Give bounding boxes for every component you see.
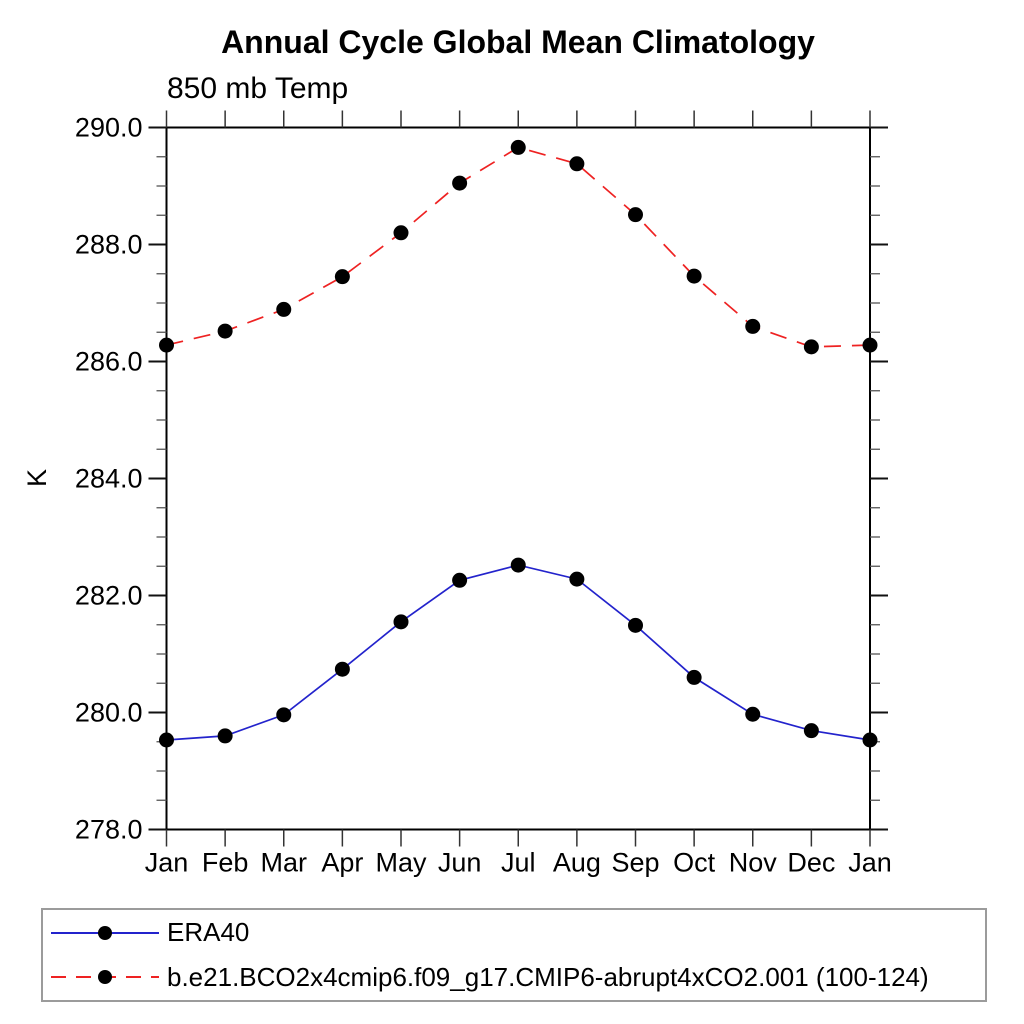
x-tick-label: May <box>375 848 427 878</box>
plot-frame <box>165 126 871 831</box>
data-point-marker <box>393 614 409 630</box>
data-point-marker <box>159 337 174 353</box>
x-tick-label: Mar <box>261 848 308 878</box>
data-point-marker <box>628 617 643 633</box>
y-tick-label: 286.0 <box>75 347 143 377</box>
data-point-marker <box>510 139 526 155</box>
data-point-marker <box>452 175 468 191</box>
chart-subtitle: 850 mb Temp <box>167 72 349 105</box>
y-tick-label: 290.0 <box>75 113 143 143</box>
data-point-marker <box>276 707 292 723</box>
data-point-marker <box>393 225 409 241</box>
x-tick-label: Jan <box>145 848 189 878</box>
data-point-marker <box>159 732 174 748</box>
data-point-marker <box>862 337 878 353</box>
data-point-marker <box>334 269 350 285</box>
y-tick-label: 288.0 <box>75 230 143 260</box>
data-point-marker <box>217 728 233 744</box>
page-title: Annual Cycle Global Mean Climatology <box>221 24 815 60</box>
data-point-marker <box>803 723 819 739</box>
data-point-marker <box>803 339 819 355</box>
y-tick-label: 284.0 <box>75 464 143 494</box>
data-point-marker <box>334 661 350 677</box>
x-tick-label: Jun <box>438 848 482 878</box>
legend-line-dashed-icon <box>51 970 159 985</box>
x-tick-label: Nov <box>729 848 778 878</box>
data-point-marker <box>569 571 585 587</box>
x-tick-label: Feb <box>202 848 249 878</box>
legend-label: b.e21.BCO2x4cmip6.f09_g17.CMIP6-abrupt4x… <box>167 961 929 992</box>
data-point-marker <box>745 706 761 722</box>
data-point-marker <box>217 323 233 339</box>
legend-label: ERA40 <box>167 917 250 948</box>
legend: ERA40 b.e21.BCO2x4cmip6.f09_g17.CMIP6-ab… <box>41 908 987 1002</box>
data-point-marker <box>686 268 702 284</box>
y-tick-label: 278.0 <box>75 815 143 845</box>
x-tick-label: Sep <box>611 848 659 878</box>
data-point-marker <box>686 669 702 685</box>
y-tick-label: 280.0 <box>75 698 143 728</box>
x-tick-label: Aug <box>553 848 601 878</box>
data-point-marker <box>452 572 468 588</box>
data-point-marker <box>276 301 292 317</box>
series-line-1 <box>166 146 871 348</box>
data-point-marker <box>628 207 643 223</box>
y-tick-label: 282.0 <box>75 581 143 611</box>
x-tick-label: Jan <box>848 848 892 878</box>
legend-item-model: b.e21.BCO2x4cmip6.f09_g17.CMIP6-abrupt4x… <box>43 955 985 999</box>
series-line-0 <box>166 564 871 741</box>
data-point-marker <box>862 732 878 748</box>
data-point-marker <box>569 156 585 172</box>
y-axis-label: K <box>22 469 52 487</box>
legend-item-era40: ERA40 <box>43 911 985 955</box>
x-tick-label: Dec <box>787 848 835 878</box>
x-tick-label: Jul <box>501 848 536 878</box>
x-tick-label: Apr <box>321 848 363 878</box>
data-point-marker <box>510 557 526 573</box>
x-tick-label: Oct <box>673 848 716 878</box>
legend-line-solid-icon <box>51 925 159 940</box>
data-point-marker <box>745 318 761 334</box>
